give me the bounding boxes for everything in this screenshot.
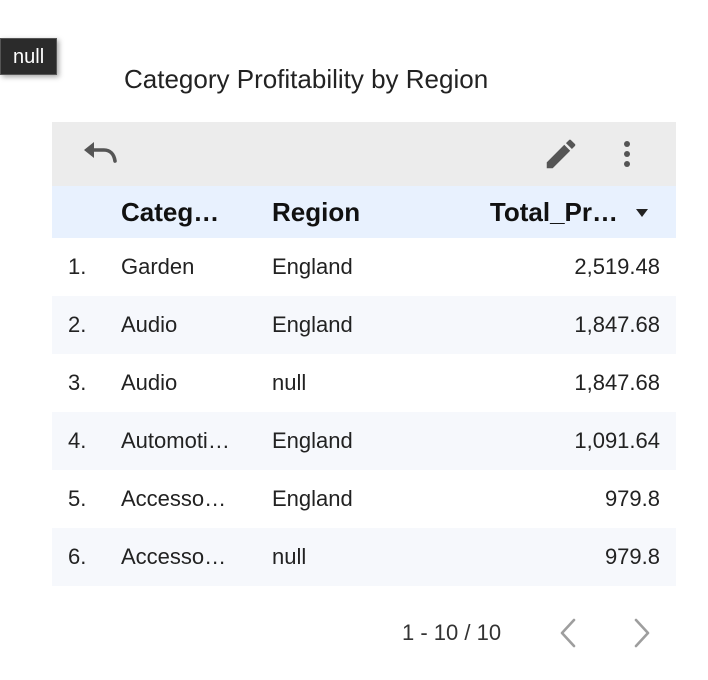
previous-page-button[interactable]: [554, 616, 582, 650]
cell-total-profit: 1,847.68: [574, 370, 660, 395]
cell-category: Garden: [121, 254, 195, 279]
cell-region: null: [272, 544, 307, 569]
undo-icon[interactable]: [80, 136, 120, 172]
chart-title: Category Profitability by Region: [124, 64, 489, 94]
cell-total-profit: 1,847.68: [574, 312, 660, 337]
row-number: 4.: [68, 428, 87, 453]
cell-category: Audio: [121, 370, 178, 395]
row-number: 1.: [68, 254, 87, 279]
table-row[interactable]: 3. Audio null 1,847.68: [52, 354, 676, 412]
cell-total-profit: 979.8: [604, 544, 660, 569]
sort-desc-icon[interactable]: [635, 206, 649, 218]
cell-region: null: [272, 370, 307, 395]
cell-total-profit: 1,091.64: [574, 428, 660, 453]
cell-region: England: [272, 486, 353, 511]
chevron-right-icon: [634, 618, 650, 648]
table-row[interactable]: 5. Accesso… England 979.8: [52, 470, 676, 528]
more-vert-icon[interactable]: [612, 135, 642, 173]
next-page-button[interactable]: [628, 616, 656, 650]
cell-total-profit: 979.8: [604, 486, 660, 511]
cell-category: Accesso…: [121, 486, 227, 511]
cell-category: Accesso…: [121, 544, 227, 569]
chevron-left-icon: [560, 618, 576, 648]
table-row[interactable]: 1. Garden England 2,519.48: [52, 238, 676, 296]
cell-total-profit: 2,519.48: [574, 254, 660, 279]
pagination-range: 1 - 10 / 10: [402, 620, 502, 645]
row-number: 2.: [68, 312, 87, 337]
null-tooltip: null: [0, 38, 58, 75]
cell-category: Automoti…: [121, 428, 230, 453]
table-toolbar: [52, 122, 676, 186]
table-header-row: Categ… Region Total_Pr…: [52, 186, 676, 238]
table-row[interactable]: 4. Automoti… England 1,091.64: [52, 412, 676, 470]
row-number: 3.: [68, 370, 87, 395]
row-number: 5.: [68, 486, 87, 511]
header-region[interactable]: Region: [272, 197, 361, 227]
cell-region: England: [272, 312, 353, 337]
row-number: 6.: [68, 544, 87, 569]
header-category[interactable]: Categ…: [121, 197, 220, 227]
cell-region: England: [272, 254, 353, 279]
table-row[interactable]: 2. Audio England 1,847.68: [52, 296, 676, 354]
cell-category: Audio: [121, 312, 178, 337]
table-row[interactable]: 6. Accesso… null 979.8: [52, 528, 676, 586]
pencil-icon[interactable]: [542, 135, 580, 173]
header-total-profit[interactable]: Total_Pr…: [489, 197, 618, 227]
cell-region: England: [272, 428, 353, 453]
data-table: Categ… Region Total_Pr… 1. Garden Englan…: [52, 186, 676, 606]
